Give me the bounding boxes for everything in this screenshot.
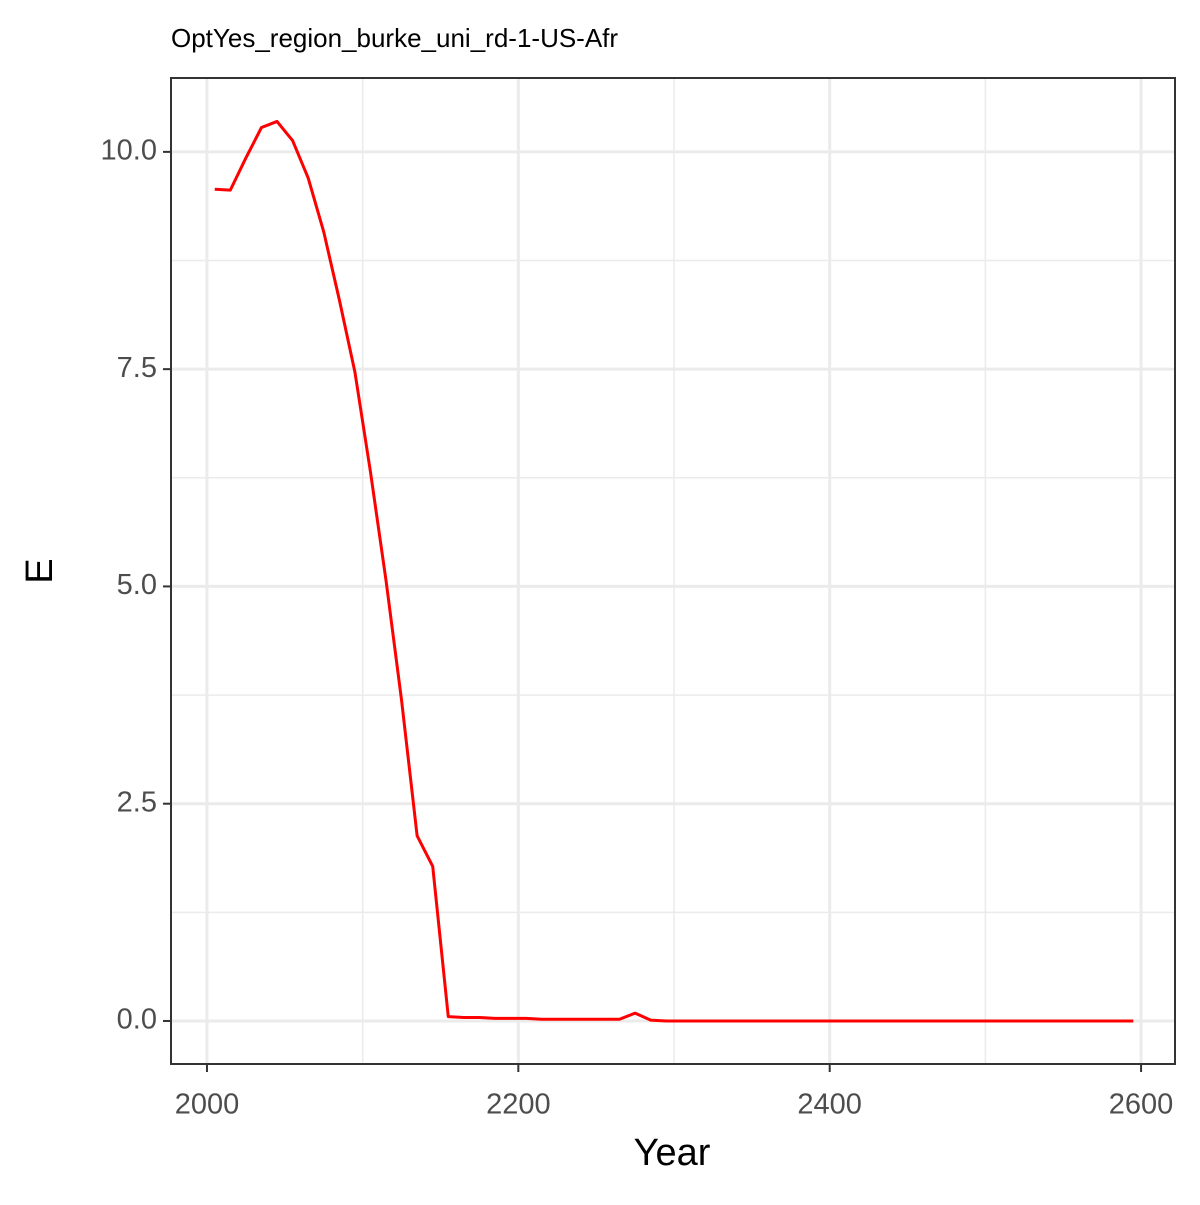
x-tick-label: 2200 <box>486 1089 551 1121</box>
data-line <box>214 119 1134 1023</box>
y-tick-label: 10.0 <box>101 135 157 167</box>
panel-border <box>170 77 1176 1065</box>
x-tick-label: 2600 <box>1109 1089 1174 1121</box>
y-axis-label: E <box>19 558 61 583</box>
x-tick-label: 2400 <box>797 1089 862 1121</box>
y-tick-label: 2.5 <box>117 786 157 818</box>
x-tick-label: 2000 <box>175 1089 240 1121</box>
chart-title: OptYes_region_burke_uni_rd-1-US-Afr <box>171 23 618 53</box>
y-tick-label: 5.0 <box>117 569 157 601</box>
x-axis-label: Year <box>634 1132 711 1174</box>
y-tick-label: 7.5 <box>117 352 157 384</box>
y-tick-label: 0.0 <box>117 1004 157 1036</box>
